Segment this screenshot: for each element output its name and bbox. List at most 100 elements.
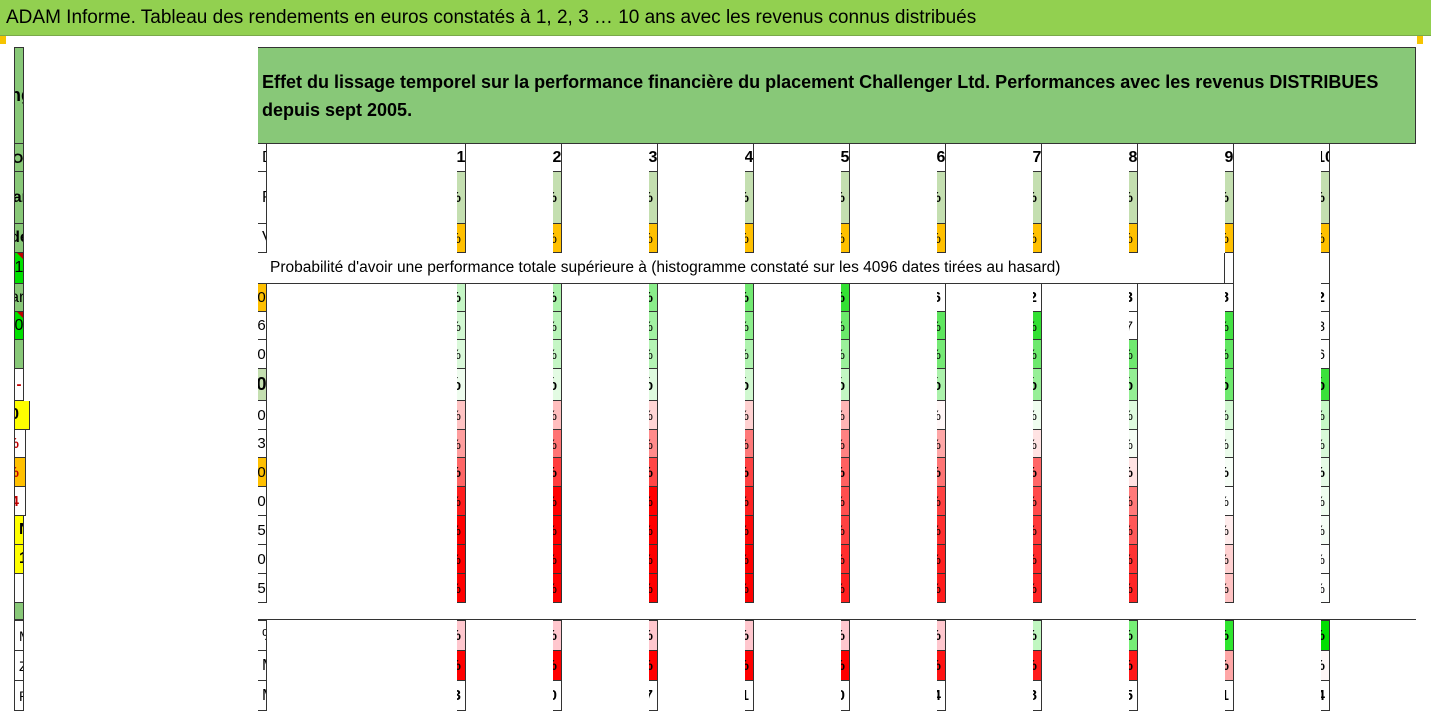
prob-value: -25% bbox=[649, 430, 658, 458]
prob-value: -10% bbox=[745, 401, 754, 430]
prob-value: 84% bbox=[553, 312, 562, 340]
period-label: 2003W52 - 2025W31 bbox=[14, 369, 24, 401]
prob-value: -29% bbox=[745, 430, 754, 458]
vol-value: 41,7% bbox=[553, 224, 562, 253]
prob-value: 89% bbox=[1129, 369, 1138, 401]
rend-value: 8,4% bbox=[649, 172, 658, 224]
prob-value: -41% bbox=[937, 487, 946, 516]
maximum-value: x 11,0 bbox=[841, 681, 850, 711]
prob-value: 50% bbox=[841, 369, 850, 401]
prob-value: -10% bbox=[1225, 545, 1234, 574]
prob-value: 162% bbox=[937, 340, 946, 369]
prob-value: x 4,3 bbox=[1321, 312, 1330, 340]
separator-cell bbox=[14, 603, 24, 620]
prob-value: -48% bbox=[937, 545, 946, 574]
prob-value: 67% bbox=[1321, 401, 1330, 430]
minimum-value: -19% bbox=[1225, 651, 1234, 681]
rend-value: 8,3% bbox=[1129, 172, 1138, 224]
prob-value: -47% bbox=[1033, 574, 1042, 603]
prob-value: -41% bbox=[841, 516, 850, 545]
quantile-label: 16,67% bbox=[258, 312, 267, 340]
prob-value: 100% bbox=[553, 284, 562, 312]
minimum-value: -2% bbox=[1321, 651, 1330, 681]
compar-index-label: Compar. index bbox=[14, 284, 24, 312]
volat-lt-label: Volat. LT : 23,3% bbox=[14, 458, 26, 487]
empty-cell bbox=[1225, 253, 1234, 284]
right-corner-marker bbox=[1417, 36, 1423, 44]
quantile-label: 99,00% bbox=[258, 545, 267, 574]
rend-value: 9,2% bbox=[1225, 172, 1234, 224]
positive-label: % de perfo. positive bbox=[258, 620, 267, 651]
prob-value: 11% bbox=[1225, 458, 1234, 487]
rend-value: 9,2% bbox=[937, 172, 946, 224]
year-header-8: 8 bbox=[1129, 144, 1138, 172]
momentum-label: Momentum A/V : 20 (10=neutre) bbox=[14, 620, 24, 651]
vol-value: 16,8% bbox=[1225, 224, 1234, 253]
prob-value: x 4,2 bbox=[1033, 284, 1042, 312]
year-header-3: 3 bbox=[649, 144, 658, 172]
prob-value: 53% bbox=[457, 312, 466, 340]
prob-value: -49% bbox=[457, 487, 466, 516]
prob-value: -4% bbox=[1225, 516, 1234, 545]
prob-value: 23% bbox=[553, 369, 562, 401]
prob-value: 248% bbox=[1033, 312, 1042, 340]
prob-value: -53% bbox=[745, 516, 754, 545]
year-header-5: 5 bbox=[841, 144, 850, 172]
prob-value: 167% bbox=[745, 284, 754, 312]
vol-value: 34,7% bbox=[937, 224, 946, 253]
prob-value: -41% bbox=[745, 458, 754, 487]
prob-value: x 3,6 bbox=[1321, 340, 1330, 369]
prob-value: -70% bbox=[553, 545, 562, 574]
prob-value: -13% bbox=[457, 401, 466, 430]
maximum-value: x 22,5 bbox=[1129, 681, 1138, 711]
prob-value: -43% bbox=[1033, 516, 1042, 545]
prob-value: -57% bbox=[745, 545, 754, 574]
prob-value: -59% bbox=[745, 574, 754, 603]
year-header-6: 6 bbox=[937, 144, 946, 172]
prob-value: 53% bbox=[1225, 401, 1234, 430]
prob-value: x 6,8 bbox=[1225, 284, 1234, 312]
prob-value: x 3,6 bbox=[937, 284, 946, 312]
prob-value: 87% bbox=[649, 340, 658, 369]
flag-one: 1 bbox=[14, 253, 24, 284]
prob-value: -6% bbox=[1129, 458, 1138, 487]
prob-value: -33% bbox=[1033, 458, 1042, 487]
year-header-7: 7 bbox=[1033, 144, 1042, 172]
prob-value: -30% bbox=[553, 430, 562, 458]
sector-label: Finance bbox=[14, 172, 24, 224]
quantile-label: 83,33% bbox=[258, 430, 267, 458]
prob-value: 172% bbox=[1033, 340, 1042, 369]
fund-description: Effet du lissage temporel sur la perform… bbox=[258, 47, 1416, 144]
prob-value: 70% bbox=[937, 369, 946, 401]
prob-value: -45% bbox=[841, 545, 850, 574]
prob-value: -44% bbox=[1129, 545, 1138, 574]
prob-value: -39% bbox=[1033, 487, 1042, 516]
vol-value: 35,9% bbox=[649, 224, 658, 253]
rend-value: 11,1% bbox=[553, 172, 562, 224]
avec-div-label: 1_avec div bbox=[14, 545, 24, 574]
prob-value: 68% bbox=[457, 284, 466, 312]
maximum-label: Maximum bbox=[258, 681, 267, 711]
positive-value: 62,0% bbox=[457, 620, 466, 651]
prob-value: -63% bbox=[649, 516, 658, 545]
sharpe-label: Ratio Sharpe : 0,4 bbox=[14, 487, 26, 516]
empty-green-cell bbox=[14, 340, 24, 369]
vol-label: Volatilité en % bbox=[258, 224, 267, 253]
note-adam-label: Note ADAM : 9,0 bbox=[14, 516, 24, 545]
rend-value: 13,8% bbox=[457, 172, 466, 224]
prob-value: 19% bbox=[1033, 401, 1042, 430]
prob-value: 39% bbox=[745, 369, 754, 401]
prob-value: x 5,3 bbox=[1129, 284, 1138, 312]
minimum-value: -50% bbox=[1129, 651, 1138, 681]
minimum-value: -82% bbox=[457, 651, 466, 681]
prob-value: 30% bbox=[1321, 458, 1330, 487]
year-header-9: 9 bbox=[1225, 144, 1234, 172]
prob-value: 23% bbox=[1225, 430, 1234, 458]
prob-value: -40% bbox=[649, 458, 658, 487]
positive-value: 68,2% bbox=[649, 620, 658, 651]
prob-value: -2% bbox=[937, 401, 946, 430]
prob-value: -64% bbox=[553, 516, 562, 545]
flag-zero: 0 bbox=[14, 312, 24, 340]
prob-value: -68% bbox=[457, 545, 466, 574]
quantile-label: 25,00% bbox=[258, 340, 267, 369]
